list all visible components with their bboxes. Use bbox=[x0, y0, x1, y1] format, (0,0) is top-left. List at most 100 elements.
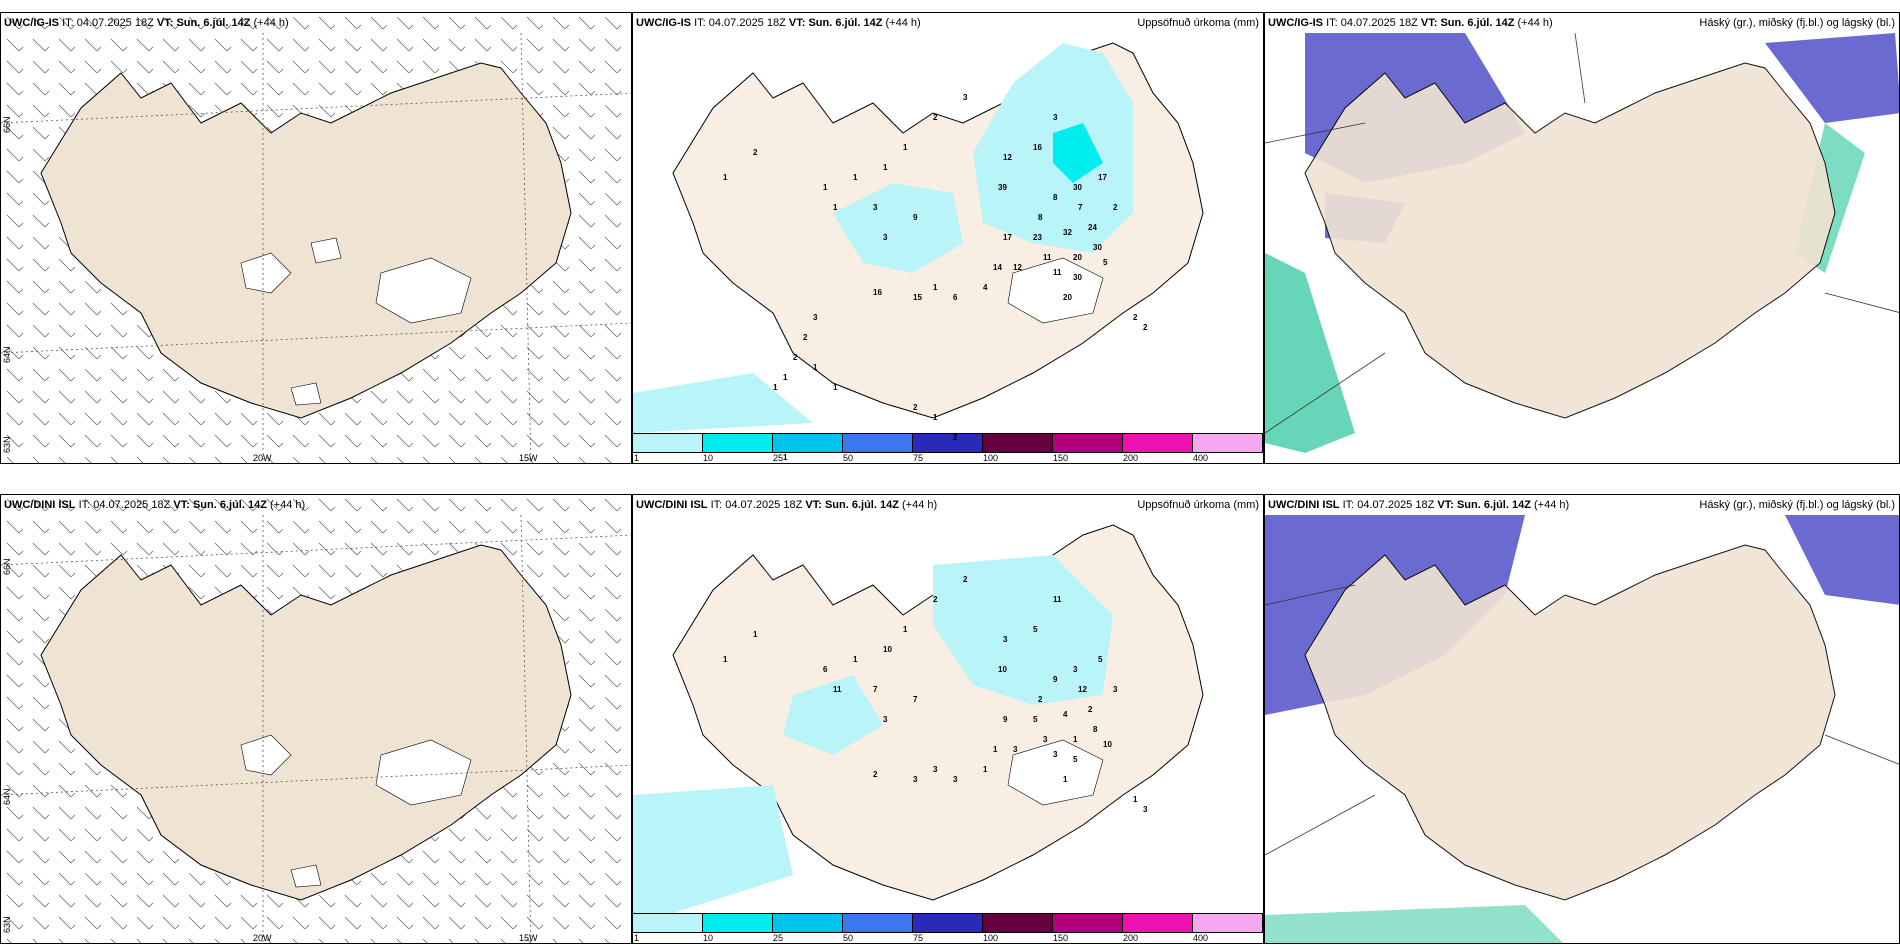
precip-value-label: 1 bbox=[833, 203, 838, 212]
precip-value-label: 2 bbox=[963, 575, 968, 584]
lat-label-63n: 63N bbox=[2, 436, 12, 453]
precip-value-label: 24 bbox=[1088, 223, 1097, 232]
colorbar-tick: 25 bbox=[773, 453, 784, 463]
precip-value-label: 1 bbox=[1063, 775, 1068, 784]
precip-value-label: 5 bbox=[1033, 715, 1038, 724]
colorbar-segment bbox=[703, 434, 773, 452]
colorbar-tick: 1 bbox=[634, 933, 640, 943]
precip-value-label: 30 bbox=[1073, 183, 1082, 192]
colorbar-tick: 200 bbox=[1123, 453, 1139, 463]
precip-value-label: 1 bbox=[993, 745, 998, 754]
precip-value-label: 1 bbox=[853, 655, 858, 664]
colorbar-tick: 50 bbox=[843, 453, 854, 463]
precip-value-label: 2 bbox=[873, 770, 878, 779]
precip-value-label: 9 bbox=[1053, 675, 1058, 684]
precip-value-label: 5 bbox=[1103, 258, 1108, 267]
lat-label-66n: 66N bbox=[2, 116, 12, 133]
colorbar-tick: 10 bbox=[703, 933, 714, 943]
precip-value-label: 3 bbox=[953, 775, 958, 784]
precip-value-label: 1 bbox=[723, 655, 728, 664]
precip-value-label: 6 bbox=[953, 293, 958, 302]
precip-value-label: 2 bbox=[953, 433, 958, 442]
cloud-legend-bottom: Háský (gr.), miðský (fj.bl.) og lágský (… bbox=[1699, 499, 1895, 511]
precip-value-label: 1 bbox=[903, 625, 908, 634]
precip-value-label: 2 bbox=[1143, 323, 1148, 332]
wind-panel-top: UWC/IG-IS IT: 04.07.2025 18Z VT: Sun. 6.… bbox=[0, 12, 632, 464]
precip-value-label: 1 bbox=[813, 363, 818, 372]
precip-value-label: 16 bbox=[873, 288, 882, 297]
iceland-land bbox=[40, 544, 572, 901]
precip-value-label: 11 bbox=[1053, 268, 1062, 277]
precip-value-label: 17 bbox=[1098, 173, 1107, 182]
precip-panel-top: UWC/IG-IS IT: 04.07.2025 18Z VT: Sun. 6.… bbox=[632, 12, 1264, 464]
precip-value-label: 7 bbox=[913, 695, 918, 704]
colorbar-tick: 200 bbox=[1123, 933, 1139, 943]
precip-value-label: 3 bbox=[1143, 805, 1148, 814]
precip-value-label: 2 bbox=[1038, 695, 1043, 704]
precip-title-top: UWC/IG-IS IT: 04.07.2025 18Z VT: Sun. 6.… bbox=[636, 17, 921, 29]
precip-value-label: 3 bbox=[813, 313, 818, 322]
precip-value-label: 3 bbox=[963, 93, 968, 102]
precip-value-label: 1 bbox=[833, 383, 838, 392]
colorbar-segment bbox=[1053, 914, 1123, 932]
precip-value-label: 15 bbox=[913, 293, 922, 302]
precip-value-label: 8 bbox=[1093, 725, 1098, 734]
precip-value-label: 1 bbox=[933, 413, 938, 422]
precip-value-label: 2 bbox=[1088, 705, 1093, 714]
colorbar-tick: 1 bbox=[634, 453, 640, 463]
precip-value-label: 1 bbox=[753, 630, 758, 639]
precip-value-label: 20 bbox=[1063, 293, 1072, 302]
precip-colorbar-top bbox=[633, 433, 1263, 453]
precip-value-label: 17 bbox=[1003, 233, 1012, 242]
lat-label-63n: 63N bbox=[2, 916, 12, 933]
precip-value-label: 7 bbox=[1078, 203, 1083, 212]
precip-value-label: 16 bbox=[1033, 143, 1042, 152]
precip-value-label: 3 bbox=[933, 765, 938, 774]
precip-value-label: 1 bbox=[773, 383, 778, 392]
colorbar-segment bbox=[1193, 434, 1263, 452]
precip-value-label: 3 bbox=[873, 203, 878, 212]
precip-value-label: 12 bbox=[1013, 263, 1022, 272]
precip-value-label: 3 bbox=[913, 775, 918, 784]
precip-value-label: 20 bbox=[1073, 253, 1082, 262]
colorbar-segment bbox=[633, 434, 703, 452]
precip-value-label: 3 bbox=[1013, 745, 1018, 754]
wind-title-top: UWC/IG-IS IT: 04.07.2025 18Z VT: Sun. 6.… bbox=[4, 17, 289, 29]
precip-value-label: 32 bbox=[1063, 228, 1072, 237]
lat-label-64n: 64N bbox=[2, 346, 12, 363]
precip-value-label: 1 bbox=[823, 183, 828, 192]
precip-value-label: 3 bbox=[1113, 685, 1118, 694]
precip-value-label: 3 bbox=[1003, 635, 1008, 644]
colorbar-segment bbox=[843, 914, 913, 932]
precip-value-label: 4 bbox=[1063, 710, 1068, 719]
precip-value-label: 1 bbox=[783, 453, 788, 462]
precip-value-label: 9 bbox=[1003, 715, 1008, 724]
precip-value-label: 1 bbox=[783, 373, 788, 382]
precip-value-label: 11 bbox=[833, 685, 842, 694]
lat-label-64n: 64N bbox=[2, 788, 12, 805]
precip-value-label: 10 bbox=[883, 645, 892, 654]
colorbar-segment bbox=[1123, 434, 1193, 452]
colorbar-tick: 75 bbox=[913, 933, 924, 943]
precip-value-label: 1 bbox=[723, 173, 728, 182]
colorbar-tick: 400 bbox=[1193, 933, 1209, 943]
precip-value-label: 10 bbox=[1103, 740, 1112, 749]
colorbar-segment bbox=[983, 914, 1053, 932]
precip-value-label: 2 bbox=[913, 403, 918, 412]
precip-value-label: 1 bbox=[1133, 795, 1138, 804]
precip-value-label: 7 bbox=[873, 685, 878, 694]
precip-value-label: 2 bbox=[933, 113, 938, 122]
precip-value-label: 3 bbox=[1043, 735, 1048, 744]
precip-value-label: 1 bbox=[1073, 735, 1078, 744]
precip-value-label: 1 bbox=[903, 143, 908, 152]
precip-value-label: 3 bbox=[1053, 750, 1058, 759]
precip-unit-bottom: Uppsöfnuð úrkoma (mm) bbox=[1137, 499, 1259, 511]
precip-value-label: 1 bbox=[983, 765, 988, 774]
colorbar-tick: 50 bbox=[843, 933, 854, 943]
precip-value-label: 2 bbox=[1133, 313, 1138, 322]
precip-colorbar-bottom bbox=[633, 913, 1263, 933]
iceland-land bbox=[40, 62, 572, 419]
colorbar-segment bbox=[1123, 914, 1193, 932]
precip-panel-bottom: UWC/DINI ISL IT: 04.07.2025 18Z VT: Sun.… bbox=[632, 494, 1264, 944]
colorbar-segment bbox=[773, 914, 843, 932]
